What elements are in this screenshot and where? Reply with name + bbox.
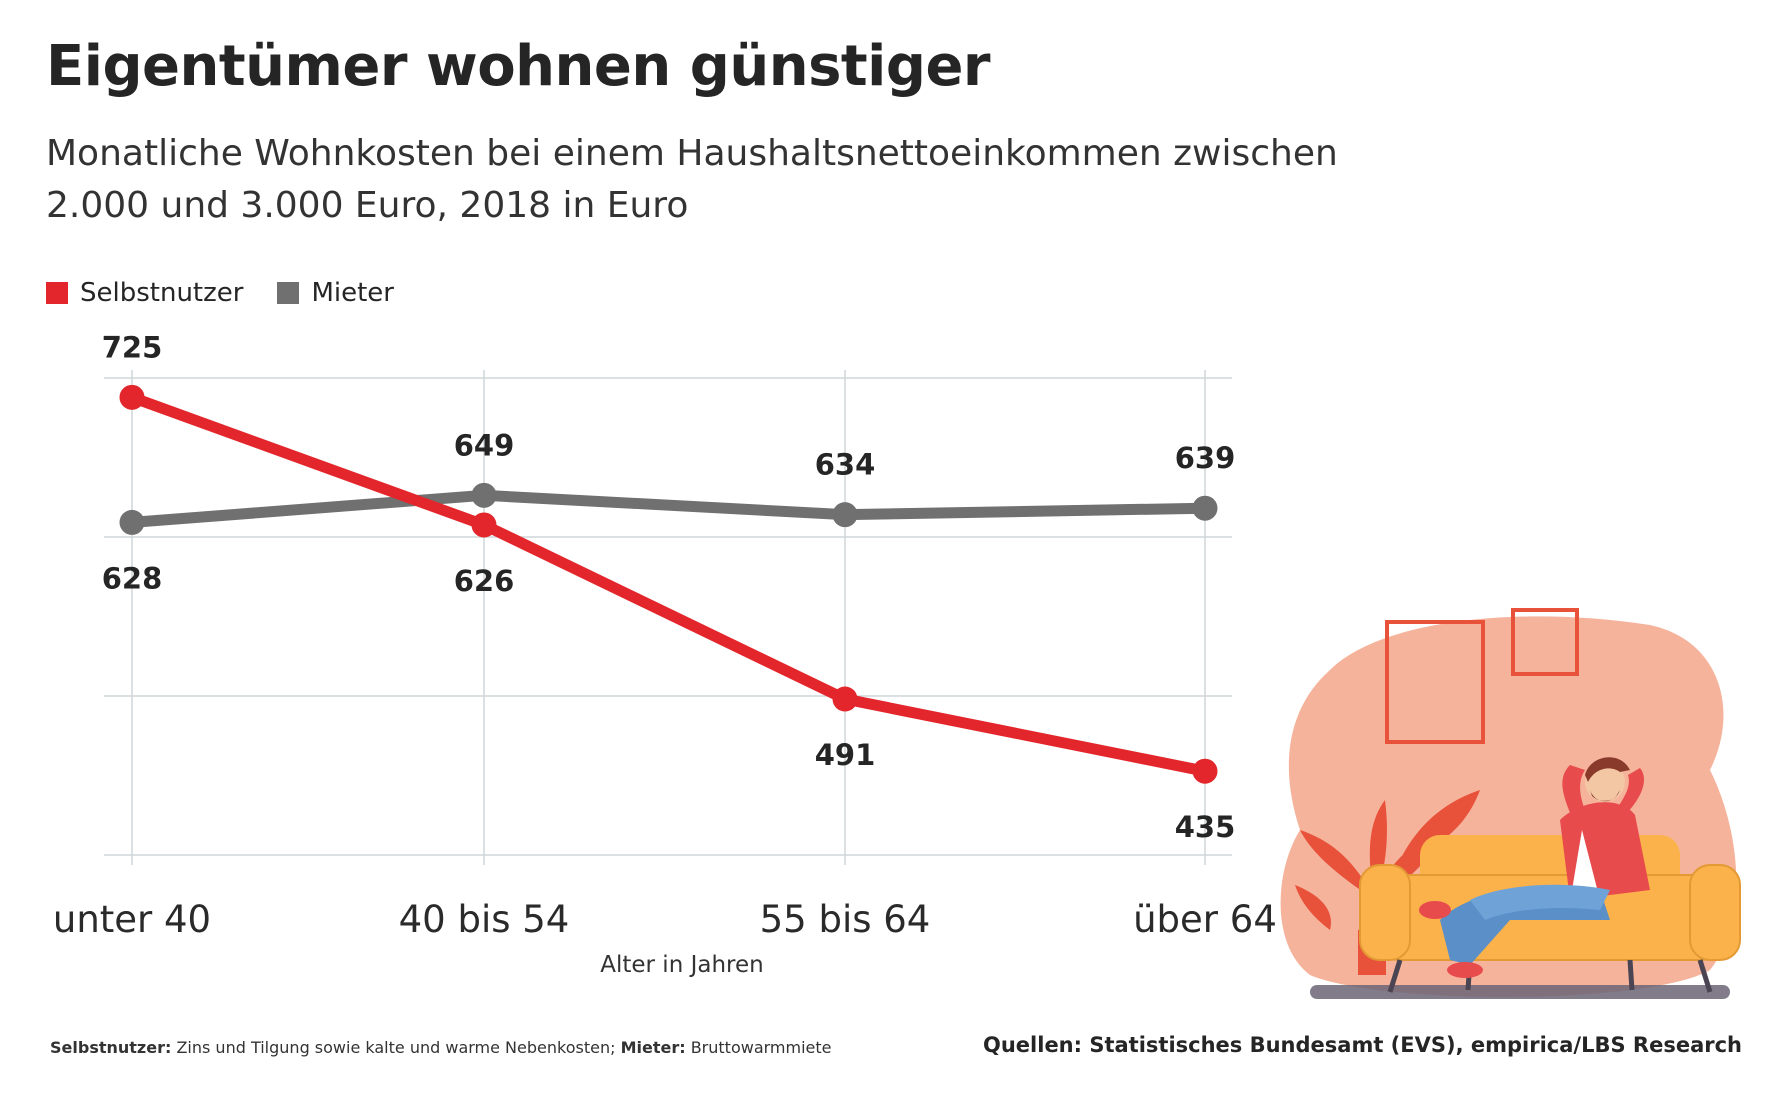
footnote-text-mieter: Bruttowarmmiete xyxy=(685,1038,832,1057)
data-point-mieter xyxy=(119,509,145,535)
data-point-mieter xyxy=(1192,495,1218,521)
data-point-mieter xyxy=(471,482,497,508)
data-label-selbstnutzer: 491 xyxy=(815,738,876,772)
x-axis-label: Alter in Jahren xyxy=(600,952,763,978)
data-label-selbstnutzer: 435 xyxy=(1175,810,1236,844)
footnote-term-selbstnutzer: Selbstnutzer: xyxy=(50,1038,172,1057)
man-on-sofa-illustration xyxy=(1280,608,1741,999)
picture-frame-small xyxy=(1511,608,1579,676)
legend-swatch-selbstnutzer xyxy=(46,282,68,304)
source-note: Quellen: Statistisches Bundesamt (EVS), … xyxy=(983,1033,1742,1057)
data-point-selbstnutzer xyxy=(119,384,145,410)
legend-label-selbstnutzer: Selbstnutzer xyxy=(80,278,244,308)
chart-title: Eigentümer wohnen günstiger xyxy=(46,34,991,99)
data-label-mieter: 628 xyxy=(102,561,163,595)
data-points xyxy=(119,384,1218,784)
data-point-selbstnutzer xyxy=(1192,758,1218,784)
x-axis: unter 40 40 bis 54 55 bis 64 über 64 Alter i… xyxy=(53,898,1277,978)
legend-item-mieter: Mieter xyxy=(277,278,394,308)
data-labels: 628 649 634 639 725 626 491 435 xyxy=(102,330,1236,844)
legend-label-mieter: Mieter xyxy=(311,278,394,308)
x-tick-label: über 64 xyxy=(1133,898,1277,941)
data-point-selbstnutzer xyxy=(471,512,497,538)
data-point-mieter xyxy=(832,502,858,528)
data-label-mieter: 649 xyxy=(454,428,515,462)
series-lines xyxy=(126,391,1211,777)
legend: Selbstnutzer Mieter xyxy=(46,278,394,308)
series-line-mieter xyxy=(126,489,1211,528)
series-line-selbstnutzer xyxy=(126,391,1211,777)
footnote: Selbstnutzer: Zins und Tilgung sowie kal… xyxy=(50,1038,832,1057)
data-label-selbstnutzer: 725 xyxy=(102,330,163,364)
x-tick-label: 55 bis 64 xyxy=(760,898,931,941)
data-point-selbstnutzer xyxy=(832,686,858,712)
data-label-selbstnutzer: 626 xyxy=(454,564,515,598)
x-tick-label: unter 40 xyxy=(53,898,211,941)
footnote-term-mieter: Mieter: xyxy=(620,1038,686,1057)
man xyxy=(1419,757,1650,978)
data-label-mieter: 639 xyxy=(1175,441,1236,475)
x-tick-label: 40 bis 54 xyxy=(399,898,570,941)
line-chart: 628 649 634 639 725 626 491 435 unter 40 40 bis … xyxy=(53,330,1277,978)
legend-item-selbstnutzer: Selbstnutzer xyxy=(46,278,243,308)
chart-subtitle: Monatliche Wohnkosten bei einem Haushalt… xyxy=(46,133,1338,226)
picture-frame-large xyxy=(1385,620,1485,744)
footnote-text-selbstnutzer: Zins und Tilgung sowie kalte und warme N… xyxy=(171,1038,621,1057)
data-label-mieter: 634 xyxy=(815,448,876,482)
floor-shadow xyxy=(1310,985,1730,999)
legend-swatch-mieter xyxy=(277,282,300,304)
